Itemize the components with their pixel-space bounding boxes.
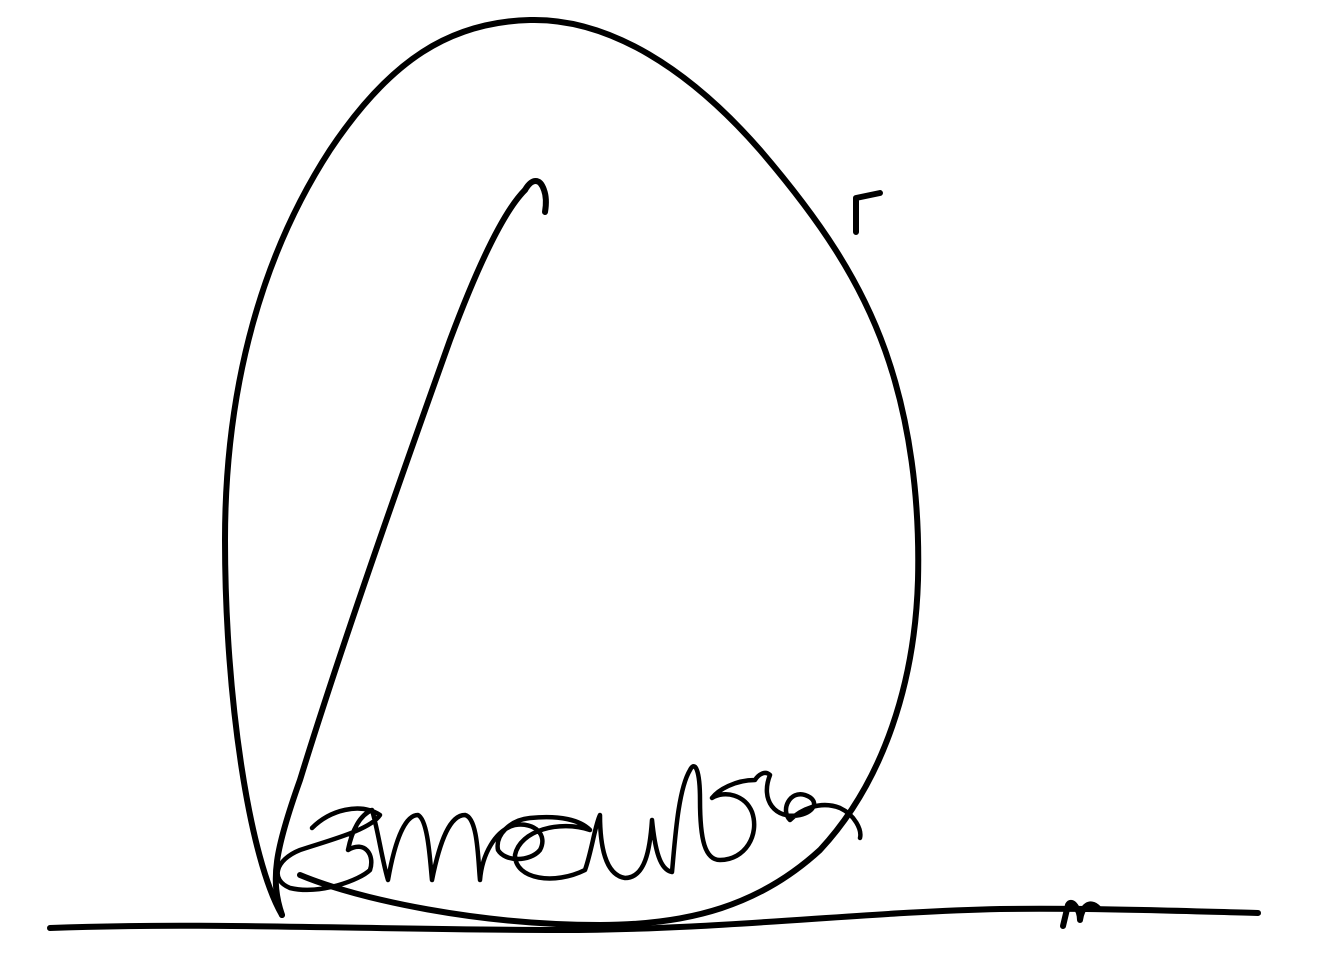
signature-underline	[47, 905, 1261, 933]
signature-top-hook	[522, 178, 549, 215]
signature-cursive-lettering	[275, 764, 863, 893]
signature-large-loop	[222, 16, 922, 928]
signature-diagonal-stroke	[272, 187, 528, 918]
signature-tick-mark	[853, 190, 883, 235]
signature-underline-flourish	[1060, 900, 1101, 929]
